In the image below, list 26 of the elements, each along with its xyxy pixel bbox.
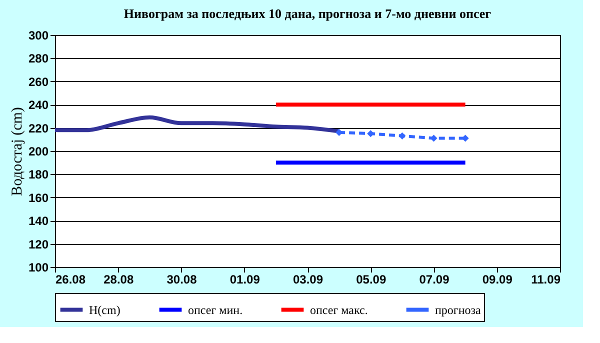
legend-label: опсег макс. xyxy=(310,302,368,317)
y-tick-label: 260 xyxy=(28,74,49,89)
y-axis-title: Водостај (cm) xyxy=(9,107,26,196)
legend-label: прогноза xyxy=(435,302,482,317)
legend-label: опсег мин. xyxy=(188,302,243,317)
x-tick-label: 28.08 xyxy=(104,272,134,286)
chart-title: Нивограм за последњих 10 дана, прогноза и 7-мо дневни опсег xyxy=(124,6,492,21)
x-tick-label: 05.09 xyxy=(356,272,386,286)
y-tick-label: 140 xyxy=(28,214,49,228)
x-tick-label: 09.09 xyxy=(482,272,513,286)
y-tick-label: 240 xyxy=(28,98,49,112)
x-tick-label: 30.08 xyxy=(166,272,198,286)
legend-label: H(cm) xyxy=(89,302,120,317)
y-tick-label: 280 xyxy=(28,52,49,66)
y-tick-label: 300 xyxy=(28,28,49,42)
y-tick-label: 120 xyxy=(28,237,49,252)
y-tick-label: 180 xyxy=(28,168,49,182)
x-tick-label: 01.09 xyxy=(230,272,260,286)
y-tick-label: 200 xyxy=(28,144,49,158)
y-tick-label: 160 xyxy=(28,190,49,205)
x-tick-label: 07.09 xyxy=(419,272,450,286)
y-tick-label: 220 xyxy=(28,121,49,136)
x-tick-label: 03.09 xyxy=(292,272,324,286)
y-tick-label: 100 xyxy=(28,260,49,274)
x-tick-label: 26.08 xyxy=(56,272,86,286)
x-tick-label: 11.09 xyxy=(531,272,561,286)
